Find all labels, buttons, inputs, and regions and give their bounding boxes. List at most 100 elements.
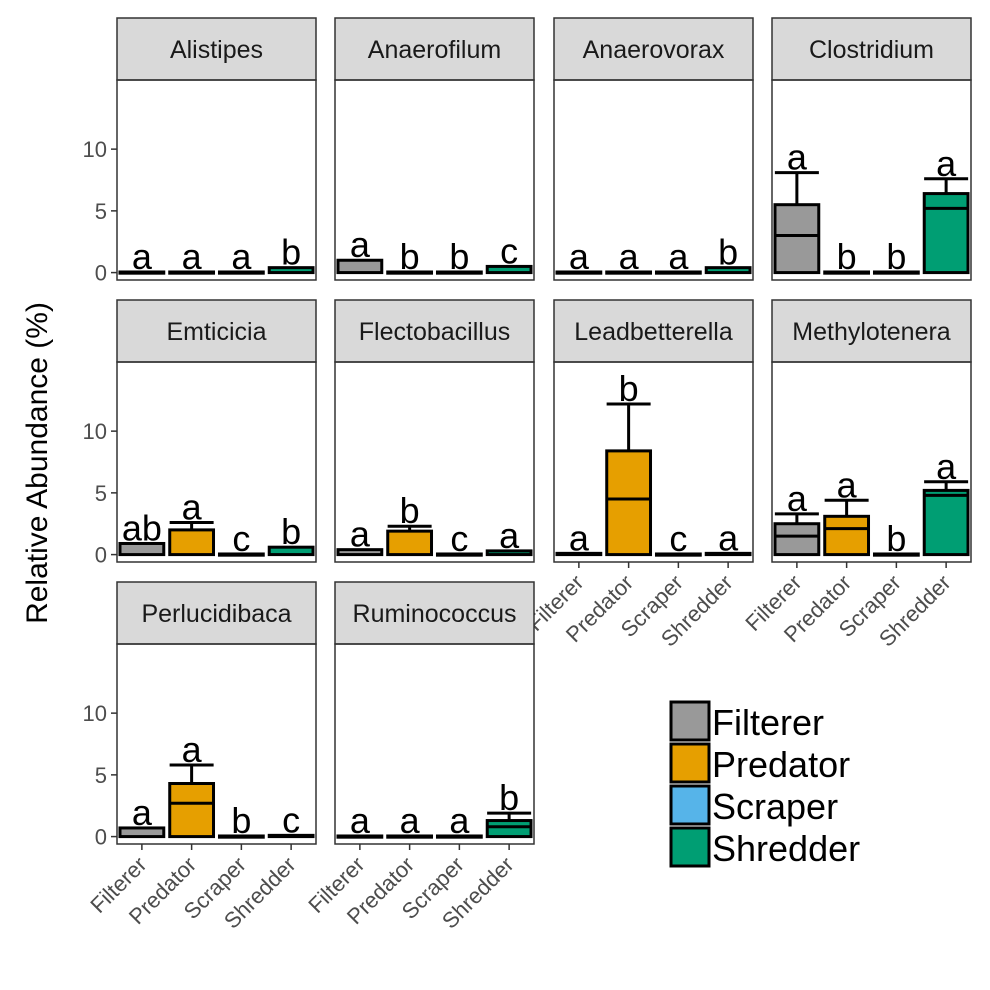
significance-letter: b: [281, 232, 301, 273]
legend-label: Shredder: [712, 828, 860, 869]
legend-swatch: [669, 784, 711, 826]
bar-filterer: [773, 203, 821, 275]
significance-letter: a: [668, 236, 689, 277]
significance-letter: b: [886, 518, 906, 559]
significance-letter: a: [619, 236, 640, 277]
panel-border: [116, 79, 317, 281]
significance-letter: a: [231, 236, 252, 277]
panel-border: [334, 361, 535, 563]
bar-scraper: [217, 552, 265, 557]
significance-letter: b: [449, 236, 469, 277]
bar-filterer: [336, 258, 384, 275]
y-tick-label: 5: [95, 199, 107, 224]
panel-strip: [334, 299, 535, 363]
significance-letter: a: [718, 517, 739, 558]
bar-scraper: [217, 834, 265, 839]
bar-filterer: [555, 551, 603, 557]
y-tick-label: 5: [95, 763, 107, 788]
bar-shredder: [704, 551, 752, 557]
bar-predator: [823, 514, 871, 557]
legend-swatch: [669, 700, 711, 742]
significance-letter: a: [350, 514, 371, 555]
bar-filterer: [336, 834, 384, 839]
bar-shredder: [922, 192, 970, 275]
panel-strip: [116, 581, 317, 645]
bar-scraper: [435, 834, 483, 839]
bar-predator: [605, 270, 653, 275]
bar-scraper: [872, 270, 920, 275]
panel-strip: [334, 581, 535, 645]
legend-label: Scraper: [712, 786, 838, 827]
significance-letter: a: [132, 792, 153, 833]
significance-letter: b: [886, 236, 906, 277]
y-tick-label: 10: [83, 701, 107, 726]
significance-letter: a: [182, 486, 203, 527]
panel-title: Leadbetterella: [574, 318, 733, 346]
legend-swatch: [669, 742, 711, 784]
bar-shredder: [267, 266, 315, 275]
significance-letter: a: [400, 800, 421, 841]
bar-scraper: [872, 552, 920, 557]
bar-filterer: [118, 270, 166, 275]
panel-strip: [553, 17, 754, 81]
panel-clostridium: Clostridium a b b a: [771, 17, 972, 281]
panel-title: Anaerovorax: [583, 36, 725, 64]
legend-label: Filterer: [712, 702, 824, 743]
significance-letter: a: [787, 478, 808, 519]
bar-predator: [386, 529, 434, 557]
bar-filterer: [118, 541, 166, 557]
significance-letter: c: [282, 799, 300, 840]
panel-title: Ruminococcus: [353, 600, 517, 628]
bar-shredder: [485, 264, 533, 275]
significance-letter: c: [669, 518, 687, 559]
significance-letter: a: [569, 517, 590, 558]
bar-scraper: [217, 270, 265, 275]
bar-filterer: [336, 548, 384, 557]
significance-letter: b: [619, 368, 639, 409]
significance-letter: a: [936, 143, 957, 184]
significance-letter: b: [400, 236, 420, 277]
panel-strip: [771, 299, 972, 363]
y-tick-label: 0: [95, 825, 107, 850]
panel-title: Emticicia: [166, 318, 266, 346]
significance-letter: a: [787, 137, 808, 178]
bar-predator: [168, 270, 216, 275]
bar-predator: [168, 528, 216, 557]
bar-filterer: [773, 522, 821, 557]
bar-shredder: [267, 545, 315, 557]
y-tick-label: 5: [95, 481, 107, 506]
bar-shredder: [922, 488, 970, 557]
panel-title: Clostridium: [809, 36, 934, 64]
significance-letter: c: [500, 230, 518, 271]
significance-letter: b: [231, 800, 251, 841]
panel-border: [771, 361, 972, 563]
bar-scraper: [654, 552, 702, 557]
bar-predator: [386, 834, 434, 839]
panel-title: Methylotenera: [792, 318, 951, 346]
bar-shredder: [267, 833, 315, 839]
bar-filterer: [555, 270, 603, 275]
significance-letter: b: [718, 232, 738, 273]
significance-letter: a: [449, 800, 470, 841]
significance-letter: a: [499, 515, 520, 556]
panel-title: Alistipes: [170, 36, 263, 64]
panel-border: [116, 361, 317, 563]
panel-border: [334, 79, 535, 281]
panel-border: [553, 79, 754, 281]
panel-strip: [116, 17, 317, 81]
panel-strip: [334, 17, 535, 81]
significance-letter: a: [837, 464, 858, 505]
significance-letter: b: [400, 490, 420, 531]
bar-scraper: [435, 552, 483, 557]
panel-border: [116, 643, 317, 845]
significance-letter: b: [281, 511, 301, 552]
y-axis-label: Relative Abundance (%): [21, 302, 54, 624]
legend-label: Predator: [712, 744, 850, 785]
panel-title: Anaerofilum: [368, 36, 501, 64]
